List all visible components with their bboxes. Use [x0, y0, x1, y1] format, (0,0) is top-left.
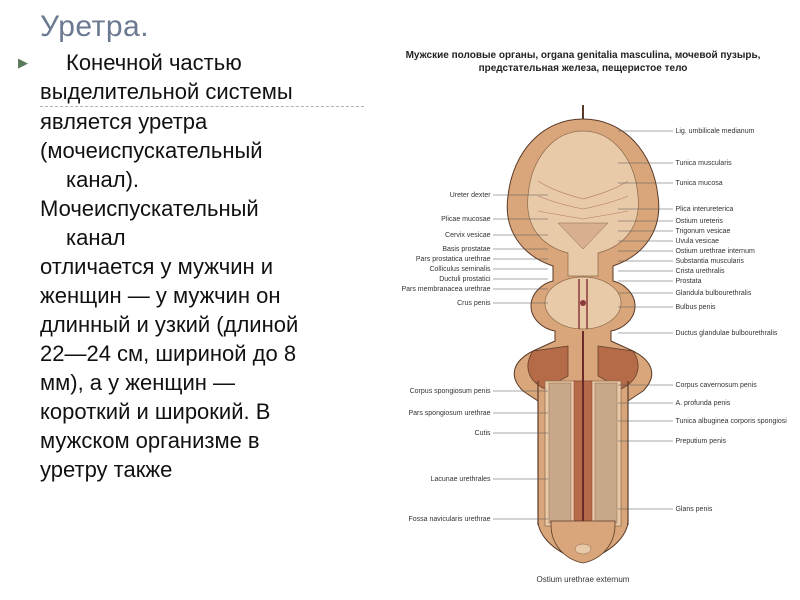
anatomy-label: Corpus spongiosum penis	[410, 388, 491, 395]
body-line: (мочеиспускательный	[40, 136, 364, 165]
body-line: канал	[40, 223, 364, 252]
anatomy-label: Plicae mucosae	[441, 216, 490, 223]
body-line: Конечной частью	[40, 48, 364, 77]
anatomy-label: Crista urethralis	[675, 268, 724, 275]
anatomy-label: Pars prostatica urethrae	[416, 256, 491, 263]
anatomy-label: Corpus cavernosum penis	[675, 382, 756, 389]
anatomy-label: Ductuli prostatici	[439, 276, 490, 283]
anatomy-label: Lig. umbilicale medianum	[675, 128, 754, 135]
text-column: ▶ Конечной частью выделительной системы …	[0, 48, 368, 588]
anatomy-label: Ureter dexter	[450, 192, 491, 199]
slide-title: Уретра.	[0, 10, 800, 44]
anatomy-label: Lacunae urethrales	[431, 476, 491, 483]
anatomy-label: Ductus glandulae bulbourethralis	[675, 330, 777, 337]
body-line: уретру также	[40, 455, 364, 484]
body-line: является уретра	[40, 107, 364, 136]
caption-line: Мужские половые органы, organa genitalia…	[406, 50, 761, 61]
figure-caption: Мужские половые органы, organa genitalia…	[372, 50, 794, 75]
anatomy-label: Tunica albuginea corporis spongiosi	[675, 418, 786, 425]
anatomy-label: Uvula vesicae	[675, 238, 719, 245]
bullet-icon: ▶	[18, 54, 28, 71]
caption-line: предстательная железа, пещеристое тело	[479, 63, 688, 74]
body-line: 22—24 см, шириной до 8	[40, 339, 364, 368]
anatomy-label: Pars spongiosum urethrae	[408, 410, 490, 417]
anatomy-label: A. profunda penis	[675, 400, 730, 407]
body-line: короткий и широкий. В	[40, 397, 364, 426]
anatomical-diagram: Ureter dexter Plicae mucosae Cervix vesica…	[372, 81, 794, 581]
anatomy-label: Tunica muscularis	[675, 160, 731, 167]
slide: Уретра. ▶ Конечной частью выделительной …	[0, 0, 800, 600]
anatomy-label: Substantia muscularis	[675, 258, 743, 265]
body-line: выделительной системы	[40, 77, 364, 106]
body-line: длинный и узкий (длиной	[40, 310, 364, 339]
body-line: Мочеиспускательный	[40, 194, 364, 223]
anatomy-label: Ostium ureteris	[675, 218, 722, 225]
anatomy-label: Colliculus seminalis	[429, 266, 490, 273]
anatomy-label: Glandula bulbourethralis	[675, 290, 751, 297]
anatomy-label: Crus penis	[457, 300, 490, 307]
body-line: отличается у мужчин и	[40, 252, 364, 281]
body-line: мм), а у женщин —	[40, 368, 364, 397]
anatomy-label: Cutis	[475, 430, 491, 437]
anatomy-label: Pars membranacea urethrae	[401, 286, 490, 293]
figure-column: Мужские половые органы, organa genitalia…	[368, 48, 800, 588]
anatomy-label: Fossa navicularis urethrae	[408, 516, 490, 523]
body-line: мужском организме в	[40, 426, 364, 455]
anatomy-label: Prostata	[675, 278, 701, 285]
anatomy-label: Basis prostatae	[442, 246, 490, 253]
body-line: женщин — у мужчин он	[40, 281, 364, 310]
anatomy-label: Trigonum vesicae	[675, 228, 730, 235]
anatomy-label: Ostium urethrae internum	[675, 248, 754, 255]
anatomy-label: Tunica mucosa	[675, 180, 722, 187]
body-line: канал).	[40, 165, 364, 194]
anatomy-label: Bulbus penis	[675, 304, 715, 311]
anatomy-label: Cervix vesicae	[445, 232, 491, 239]
content-wrap: ▶ Конечной частью выделительной системы …	[0, 48, 800, 588]
anatomy-label: Plica interureterica	[675, 206, 733, 213]
anatomy-label: Preputium penis	[675, 438, 726, 445]
anatomy-label: Glans penis	[675, 506, 712, 513]
